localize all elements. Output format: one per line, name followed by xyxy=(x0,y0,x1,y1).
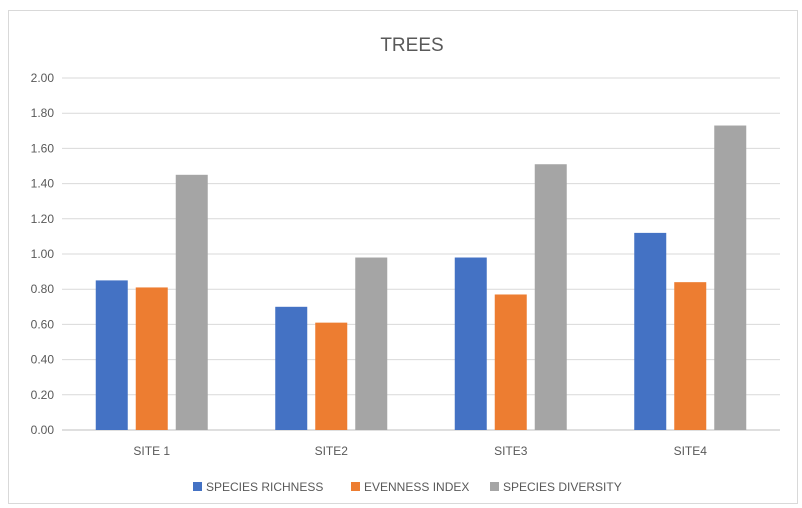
y-tick-label: 1.20 xyxy=(31,212,55,226)
y-tick-label: 0.20 xyxy=(31,388,55,402)
bar-species-richness-0 xyxy=(95,280,128,430)
x-tick-label: SITE4 xyxy=(674,444,708,458)
legend-label: SPECIES DIVERSITY xyxy=(503,480,622,494)
legend-swatch xyxy=(193,482,202,491)
bar-species-richness-2 xyxy=(454,257,487,430)
x-tick-label: SITE3 xyxy=(494,444,528,458)
y-tick-label: 1.00 xyxy=(31,247,55,261)
legend-swatch xyxy=(490,482,499,491)
gridlines xyxy=(62,77,780,431)
y-axis-ticks: 0.00 0.20 0.40 0.60 0.80 1.00 1.20 1.40 1.60 1.80… xyxy=(31,71,55,437)
x-axis-ticks: SITE 1 SITE2 SITE3 SITE4 xyxy=(133,444,707,458)
legend-swatch xyxy=(351,482,360,491)
x-tick-label: SITE2 xyxy=(315,444,349,458)
bar-species-diversity-1 xyxy=(355,257,388,430)
bar-evenness-index-0 xyxy=(135,287,168,430)
bars xyxy=(95,125,747,431)
bar-species-diversity-0 xyxy=(175,174,208,430)
chart-title: TREES xyxy=(380,35,443,56)
bar-species-diversity-3 xyxy=(714,125,747,431)
y-tick-label: 0.00 xyxy=(31,423,55,437)
bar-species-diversity-2 xyxy=(534,164,567,431)
legend-label: EVENNESS INDEX xyxy=(364,480,469,494)
bar-evenness-index-3 xyxy=(674,282,707,430)
bar-species-richness-1 xyxy=(275,306,308,430)
bar-species-richness-3 xyxy=(634,232,667,430)
y-tick-label: 0.60 xyxy=(31,317,55,331)
y-tick-label: 0.80 xyxy=(31,282,55,296)
y-tick-label: 1.40 xyxy=(31,177,55,191)
y-tick-label: 0.40 xyxy=(31,353,55,367)
y-tick-label: 1.60 xyxy=(31,141,55,155)
bar-evenness-index-2 xyxy=(494,294,527,430)
legend: SPECIES RICHNESS EVENNESS INDEX SPECIES DI… xyxy=(193,480,622,494)
y-tick-label: 1.80 xyxy=(31,106,55,120)
y-tick-label: 2.00 xyxy=(31,71,55,85)
x-tick-label: SITE 1 xyxy=(133,444,170,458)
bar-evenness-index-1 xyxy=(315,322,348,430)
legend-label: SPECIES RICHNESS xyxy=(206,480,323,494)
